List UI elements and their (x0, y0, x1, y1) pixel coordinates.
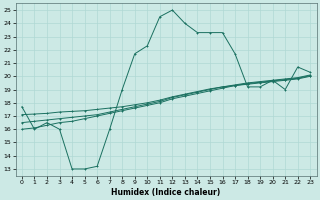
X-axis label: Humidex (Indice chaleur): Humidex (Indice chaleur) (111, 188, 221, 197)
